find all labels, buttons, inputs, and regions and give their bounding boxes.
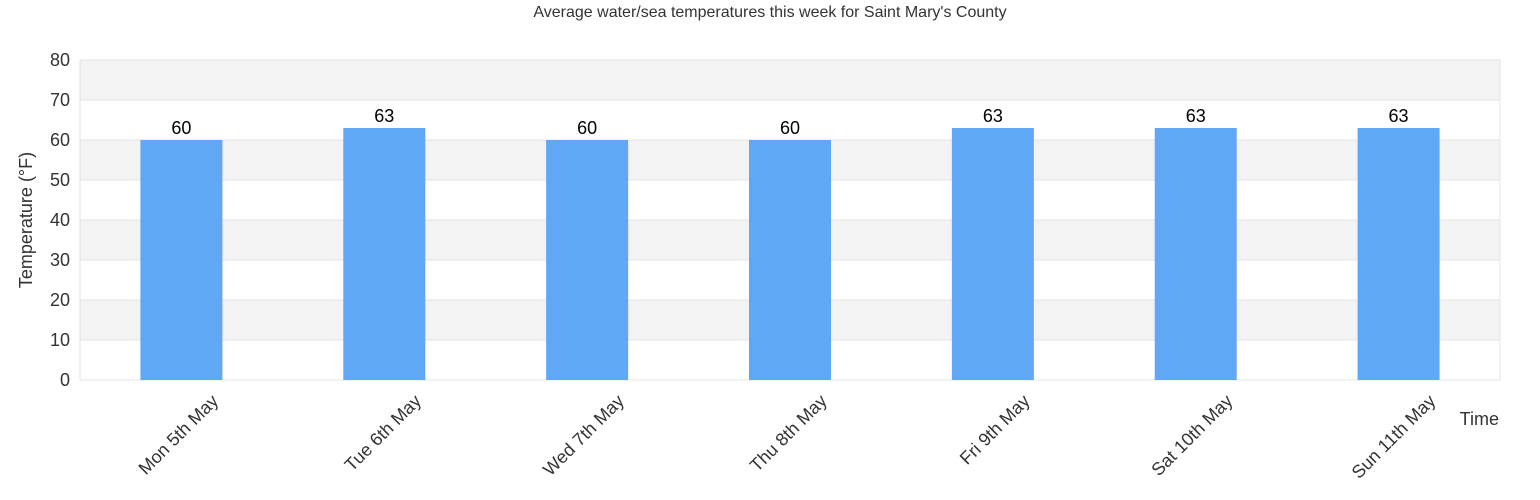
bar (1357, 128, 1440, 380)
bars (140, 128, 1440, 380)
bar (951, 128, 1034, 380)
y-tick-label: 60 (50, 130, 70, 150)
data-label: 63 (1186, 106, 1206, 126)
bar (140, 140, 223, 380)
data-label: 63 (374, 106, 394, 126)
y-tick-label: 80 (50, 50, 70, 70)
x-tick-label: Sun 11th May (1348, 391, 1440, 483)
data-label: 63 (983, 106, 1003, 126)
data-label: 60 (780, 118, 800, 138)
x-axis-ticks: Mon 5th May Tue 6th May Wed 7th May Thu 8th… (135, 391, 1440, 483)
y-tick-label: 0 (60, 370, 70, 390)
y-tick-label: 50 (50, 170, 70, 190)
chart-title: Average water/sea temperatures this week… (533, 4, 1006, 21)
y-tick-label: 20 (50, 290, 70, 310)
bar (749, 140, 831, 380)
x-tick-label: Mon 5th May (135, 391, 223, 479)
plot-band (80, 60, 1500, 100)
y-tick-label: 40 (50, 210, 70, 230)
y-axis-ticks: 0 10 20 30 40 50 60 70 80 (50, 50, 70, 390)
bar (343, 128, 426, 380)
y-axis-label: Temperature (°F) (16, 152, 36, 288)
x-tick-label: Wed 7th May (539, 391, 628, 480)
x-tick-label: Sat 10th May (1147, 391, 1236, 480)
data-label: 63 (1389, 106, 1409, 126)
data-label: 60 (171, 118, 191, 138)
x-tick-label: Thu 8th May (746, 391, 831, 476)
y-tick-label: 30 (50, 250, 70, 270)
y-tick-label: 70 (50, 90, 70, 110)
plot-band (80, 100, 1500, 140)
x-tick-label: Tue 6th May (341, 391, 425, 475)
x-axis-label: Time (1460, 409, 1499, 429)
x-tick-label: Fri 9th May (956, 391, 1034, 469)
bar (546, 140, 629, 380)
data-labels: 60 63 60 60 63 63 63 (171, 106, 1408, 138)
y-tick-label: 10 (50, 330, 70, 350)
data-label: 60 (577, 118, 597, 138)
bar (1154, 128, 1237, 380)
